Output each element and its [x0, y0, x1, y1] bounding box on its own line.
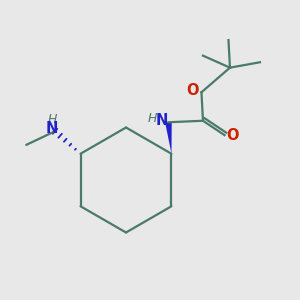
Text: N: N: [156, 113, 168, 128]
Text: H: H: [47, 113, 57, 126]
Text: N: N: [46, 121, 58, 136]
Text: O: O: [186, 83, 199, 98]
Polygon shape: [165, 122, 172, 154]
Text: O: O: [227, 128, 239, 143]
Text: H: H: [147, 112, 157, 125]
